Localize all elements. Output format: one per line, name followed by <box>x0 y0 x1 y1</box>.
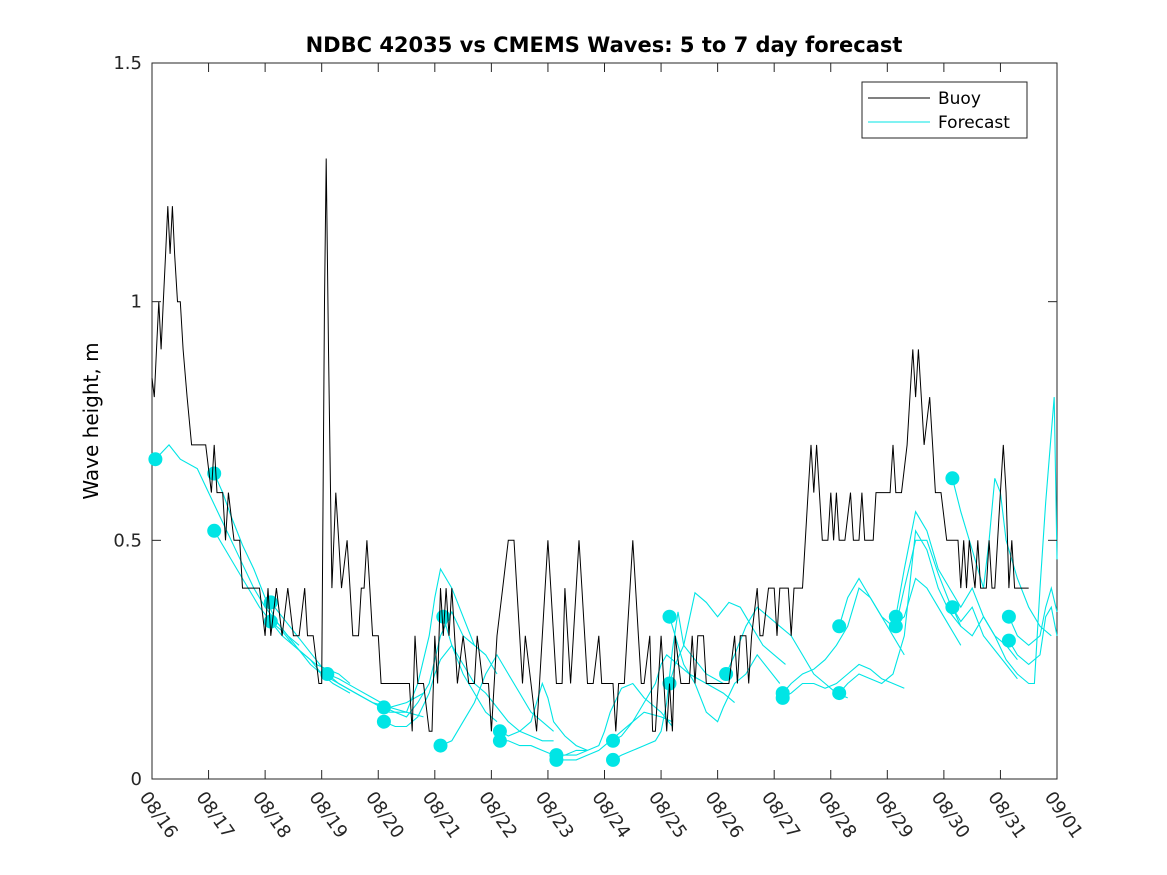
forecast-start-marker <box>832 619 847 634</box>
chart-title: NDBC 42035 vs CMEMS Waves: 5 to 7 day fo… <box>306 33 903 57</box>
forecast-start-marker <box>775 690 790 705</box>
forecast-start-marker <box>263 614 278 629</box>
x-tick-label: 08/19 <box>305 788 352 843</box>
x-tick-label: 08/18 <box>248 788 295 843</box>
x-tick-label: 08/31 <box>983 788 1030 843</box>
forecast-line <box>1008 585 1058 647</box>
forecast-line <box>270 621 424 708</box>
x-tick-label: 08/20 <box>361 788 408 843</box>
forecast-line <box>499 740 588 756</box>
x-tick-label: 08/16 <box>135 788 182 843</box>
forecast-start-marker <box>1001 633 1016 648</box>
forecast-start-marker <box>606 752 620 767</box>
plot-frame <box>151 62 1058 780</box>
legend: Buoy Forecast <box>861 81 1028 139</box>
x-tick-label: 08/25 <box>644 788 691 843</box>
forecast-line <box>270 602 424 718</box>
y-axis-label: Wave height, m <box>79 342 103 499</box>
y-tick-label: 1.5 <box>113 53 142 74</box>
plot-area: 08/16 08/17 08/18 08/19 08/20 08/21 08/22 08/23… <box>113 53 1087 842</box>
forecast-start-marker <box>549 752 564 767</box>
x-tick-label: 08/21 <box>418 788 465 843</box>
forecast-line <box>951 397 1058 685</box>
forecast-line <box>725 606 848 699</box>
legend-forecast-label: Forecast <box>938 113 1010 133</box>
y-tick-label: 0.5 <box>113 530 142 551</box>
forecast-line <box>668 616 781 723</box>
forecast-start-marker <box>945 471 960 486</box>
forecast-line <box>556 682 673 756</box>
x-tick-label: 08/26 <box>701 788 748 843</box>
forecast-start-marker <box>207 523 222 538</box>
forecast-start-marker <box>148 452 163 467</box>
forecast-start-marker <box>662 609 677 624</box>
x-tick-label: 08/29 <box>870 788 917 843</box>
buoy-series <box>151 158 1029 732</box>
forecast-start-marker <box>492 733 507 748</box>
x-tick-label: 08/27 <box>757 788 804 843</box>
forecast-line <box>895 510 1018 661</box>
forecast-start-marker <box>888 619 903 634</box>
forecast-line <box>612 654 735 742</box>
forecast-line <box>951 478 1052 637</box>
x-tick-label: 08/24 <box>587 788 634 843</box>
forecast-line <box>612 611 724 761</box>
x-tick-label: 09/01 <box>1040 788 1087 843</box>
legend-box <box>861 81 1028 139</box>
forecast-start-marker <box>888 609 903 624</box>
forecast-line <box>838 529 962 694</box>
forecast-start-marker <box>320 667 335 681</box>
x-tick-label: 08/30 <box>927 788 974 843</box>
y-tick-label: 0 <box>131 769 142 790</box>
forecast-start-marker <box>376 714 391 729</box>
forecast-line <box>782 663 905 699</box>
y-tick-label: 1 <box>131 292 142 313</box>
x-tick-label: 08/23 <box>531 788 578 843</box>
forecast-start-marker <box>376 700 391 715</box>
forecast-start-marker <box>207 466 222 481</box>
forecast-start-marker <box>945 600 960 615</box>
forecast-start-marker <box>832 686 847 701</box>
forecast-line <box>442 616 554 742</box>
forecast-line <box>668 591 786 684</box>
forecast-start-marker <box>1001 609 1016 624</box>
forecast-line <box>1008 605 1058 666</box>
forecast-line <box>782 587 905 694</box>
x-tick-label: 08/22 <box>474 788 521 843</box>
forecast-start-marker <box>606 733 620 748</box>
forecast-line <box>499 681 588 751</box>
forecast-start-marker <box>433 738 448 753</box>
x-tick-label: 08/17 <box>191 788 238 843</box>
buoy-line <box>151 158 1029 732</box>
x-tick-label: 08/28 <box>814 788 861 843</box>
legend-buoy-label: Buoy <box>938 89 981 109</box>
